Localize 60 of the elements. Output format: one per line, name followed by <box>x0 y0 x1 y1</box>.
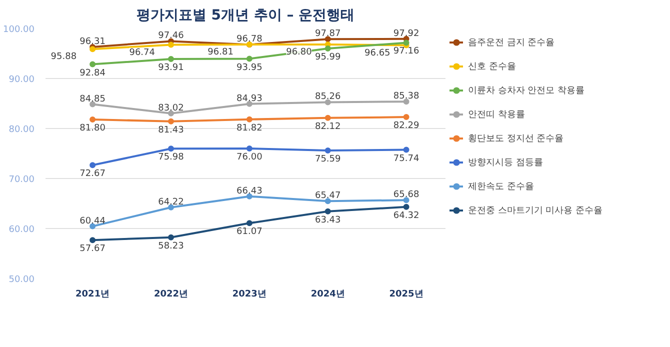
data-label: 57.67 <box>80 244 106 254</box>
legend-label: 음주운전 금지 준수율 <box>468 36 555 48</box>
y-tick-label: 50.00 <box>8 275 35 285</box>
data-label: 92.84 <box>80 68 106 78</box>
legend-label: 운전중 스마트기기 미사용 준수율 <box>468 204 603 216</box>
data-label: 61.07 <box>236 227 262 238</box>
data-label: 76.00 <box>236 152 263 162</box>
data-label: 93.95 <box>236 62 262 73</box>
x-tick-label: 2022년 <box>154 290 188 300</box>
data-label: 75.59 <box>314 154 342 165</box>
data-label: 83.02 <box>158 103 184 114</box>
data-label: 64.22 <box>158 197 184 208</box>
data-label: 64.32 <box>393 210 420 221</box>
data-label: 97.92 <box>393 28 420 39</box>
data-label: 82.29 <box>393 121 420 132</box>
data-label: 96.31 <box>80 36 106 47</box>
data-label: 81.80 <box>80 124 106 134</box>
data-label: 84.85 <box>80 94 106 104</box>
x-tick-label: 2023년 <box>232 290 266 300</box>
data-label: 85.26 <box>314 92 342 102</box>
data-label: 96.74 <box>129 48 156 58</box>
legend-label: 방향지시등 점등률 <box>468 156 543 168</box>
chart-title: 평가지표별 5개년 추이 – 운전행태 <box>136 8 355 24</box>
data-label: 96.80 <box>286 48 312 58</box>
data-label: 63.43 <box>314 215 341 226</box>
data-label: 97.87 <box>314 29 341 40</box>
data-label: 93.91 <box>158 62 184 73</box>
data-label: 96.81 <box>208 47 234 58</box>
x-tick-label: 2024년 <box>310 290 345 300</box>
data-label: 84.93 <box>236 94 262 104</box>
data-label: 65.68 <box>393 190 420 200</box>
data-label: 96.78 <box>236 34 263 45</box>
data-label: 95.88 <box>50 52 77 62</box>
data-label: 85.38 <box>393 92 420 102</box>
y-tick-label: 100.00 <box>3 25 35 35</box>
x-tick-label: 2021년 <box>76 290 110 300</box>
data-label: 60.44 <box>80 216 106 226</box>
data-label: 72.67 <box>80 169 106 180</box>
data-label: 81.43 <box>158 125 184 136</box>
data-label: 97.46 <box>158 31 184 42</box>
data-label: 96.65 <box>364 48 390 58</box>
legend-label: 횡단보도 정지선 준수율 <box>468 132 564 144</box>
legend-label: 안전띠 착용률 <box>468 108 525 120</box>
legend-label: 이륜차 승차자 안전모 착용률 <box>468 84 585 96</box>
data-label: 75.74 <box>393 154 420 164</box>
legend-label: 제한속도 준수율 <box>468 180 534 192</box>
data-label: 75.98 <box>158 152 184 163</box>
data-label: 97.16 <box>393 46 420 57</box>
data-label: 95.99 <box>314 52 342 63</box>
data-label: 58.23 <box>158 241 184 252</box>
data-label: 81.82 <box>236 123 262 134</box>
data-label: 82.12 <box>314 122 341 132</box>
legend-label: 신호 준수율 <box>468 60 516 72</box>
y-tick-label: 90.00 <box>8 75 35 85</box>
y-tick-label: 80.00 <box>8 125 35 135</box>
y-tick-label: 70.00 <box>8 175 35 185</box>
x-tick-label: 2025년 <box>389 290 424 300</box>
data-label: 66.43 <box>236 186 262 196</box>
data-label: 65.47 <box>314 191 341 202</box>
y-tick-label: 60.00 <box>8 225 35 235</box>
